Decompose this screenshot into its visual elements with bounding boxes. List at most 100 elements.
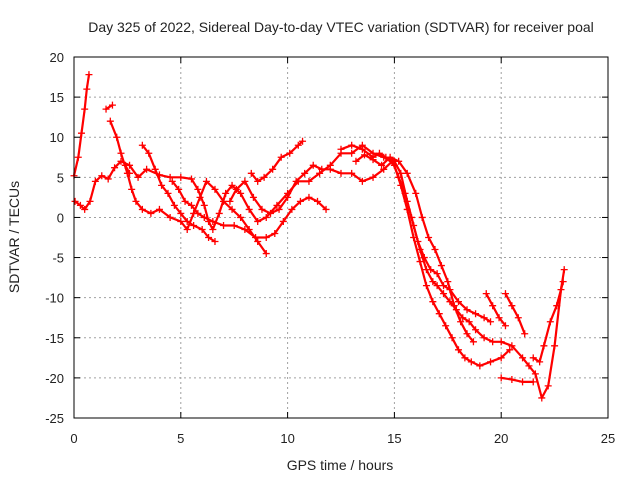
data-point xyxy=(275,205,283,213)
data-point xyxy=(529,354,537,362)
data-series xyxy=(70,71,568,402)
data-point xyxy=(151,165,159,173)
data-point xyxy=(145,149,153,157)
x-tick-label: 5 xyxy=(177,431,184,446)
data-point xyxy=(211,185,219,193)
data-point xyxy=(540,342,548,350)
data-point xyxy=(111,164,119,172)
data-point xyxy=(508,342,516,350)
chart-title: Day 325 of 2022, Sidereal Day-to-day VTE… xyxy=(88,19,594,35)
series-trace xyxy=(532,280,565,363)
data-point xyxy=(544,382,552,390)
data-point xyxy=(247,169,255,177)
data-point xyxy=(194,209,202,217)
data-point xyxy=(448,334,456,342)
data-point xyxy=(258,205,266,213)
data-point xyxy=(294,141,302,149)
data-point xyxy=(482,290,490,298)
data-point xyxy=(390,161,398,169)
data-point xyxy=(177,173,185,181)
data-point xyxy=(102,105,110,113)
data-point xyxy=(309,161,317,169)
data-point xyxy=(463,306,471,314)
data-point xyxy=(314,197,322,205)
x-tick-label: 10 xyxy=(280,431,294,446)
x-tick-label: 25 xyxy=(601,431,615,446)
data-point xyxy=(431,246,439,254)
data-point xyxy=(91,177,99,185)
y-tick-label: -25 xyxy=(45,411,64,426)
series-arc-7 xyxy=(168,177,330,241)
series-arc-9 xyxy=(247,137,307,185)
data-point xyxy=(104,175,112,183)
data-point xyxy=(358,145,366,153)
data-point xyxy=(113,133,121,141)
series-arc-14 xyxy=(497,374,537,386)
data-point xyxy=(271,229,279,237)
data-point xyxy=(241,177,249,185)
data-point xyxy=(301,169,309,177)
series-trace xyxy=(354,153,475,343)
data-point xyxy=(463,330,471,338)
data-point xyxy=(467,358,475,366)
data-point xyxy=(128,185,136,193)
series-arc-5 xyxy=(121,161,134,177)
series-trace xyxy=(339,144,511,367)
data-point xyxy=(461,354,469,362)
data-point xyxy=(316,169,324,177)
series-arc-15 xyxy=(529,278,567,366)
data-point xyxy=(241,225,249,233)
data-point xyxy=(403,205,411,213)
data-point xyxy=(228,205,236,213)
data-point xyxy=(228,181,236,189)
data-point xyxy=(164,189,172,197)
data-point xyxy=(429,278,437,286)
y-tick-label: -5 xyxy=(52,251,64,266)
data-point xyxy=(501,322,509,330)
data-point xyxy=(209,225,217,233)
data-point xyxy=(76,201,84,209)
data-point xyxy=(519,378,527,386)
data-point xyxy=(286,149,294,157)
data-point xyxy=(454,346,462,354)
data-point xyxy=(472,326,480,334)
data-point xyxy=(74,153,82,161)
data-point xyxy=(215,209,223,217)
data-point xyxy=(86,197,94,205)
data-point xyxy=(403,169,411,177)
data-point xyxy=(546,318,554,326)
x-tick-label: 15 xyxy=(387,431,401,446)
data-point xyxy=(187,175,195,183)
series-arc-12 xyxy=(482,290,509,330)
series-arc-3 xyxy=(102,101,116,113)
data-point xyxy=(288,205,296,213)
data-point xyxy=(487,318,495,326)
data-point xyxy=(284,193,292,201)
data-point xyxy=(98,172,106,180)
data-point xyxy=(536,358,544,366)
series-trace xyxy=(485,292,507,327)
data-point xyxy=(440,290,448,298)
series-trace xyxy=(504,292,526,335)
data-point xyxy=(506,346,514,354)
data-point xyxy=(292,177,300,185)
y-tick-label: 20 xyxy=(50,50,64,65)
y-tick-label: -10 xyxy=(45,291,64,306)
y-tick-label: 15 xyxy=(50,90,64,105)
data-point xyxy=(487,358,495,366)
data-point xyxy=(237,213,245,221)
data-point xyxy=(559,278,567,286)
data-point xyxy=(318,165,326,173)
data-point xyxy=(360,151,368,159)
data-point xyxy=(420,254,428,262)
data-point xyxy=(386,153,394,161)
data-point xyxy=(252,234,260,241)
data-point xyxy=(472,310,480,318)
data-point xyxy=(168,177,176,185)
data-point xyxy=(155,205,163,213)
data-point xyxy=(296,197,304,205)
data-point xyxy=(143,165,151,173)
data-point xyxy=(378,161,386,169)
data-point xyxy=(267,209,275,217)
